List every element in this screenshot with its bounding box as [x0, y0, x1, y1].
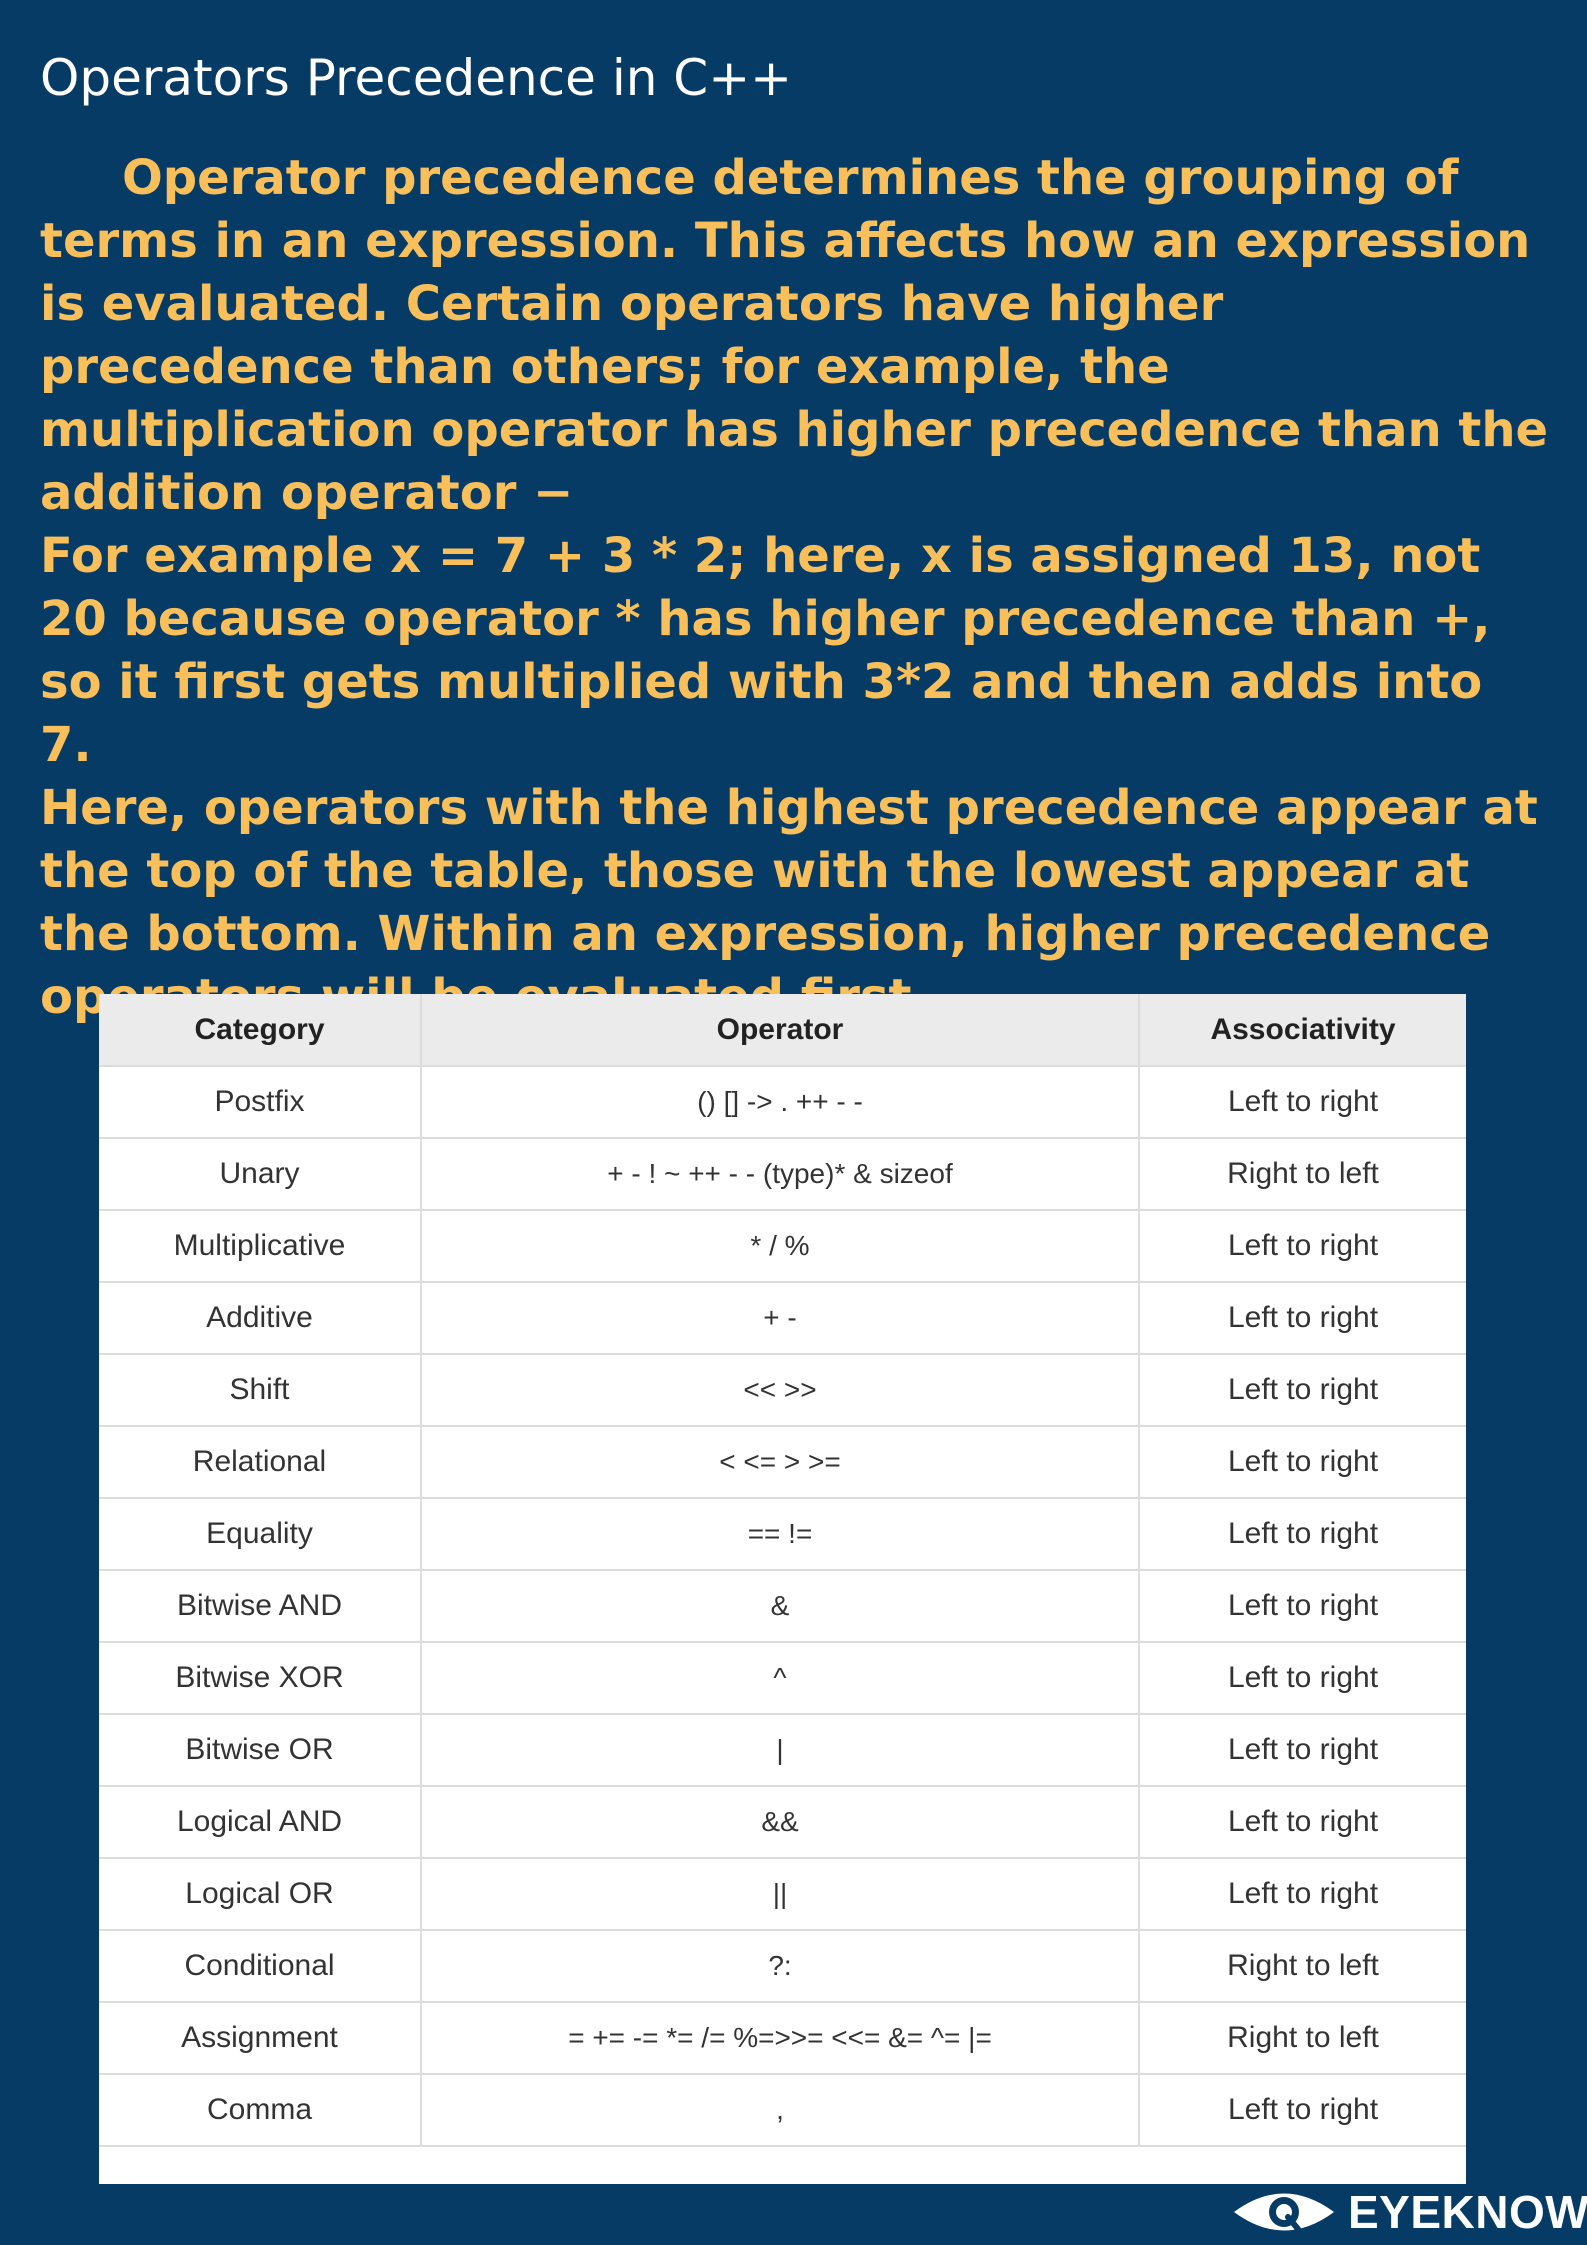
operator-cell: + - ! ~ ++ - - (type)* & sizeof — [420, 1137, 1140, 1211]
table-row: Multiplicative * / % Left to right — [99, 1209, 1466, 1283]
category-cell: Logical OR — [99, 1857, 422, 1931]
table-row: Comma , Left to right — [99, 2073, 1466, 2147]
header-associativity: Associativity — [1138, 994, 1466, 1067]
precedence-table: Category Operator Associativity Postfix … — [99, 994, 1466, 2147]
associativity-cell: Left to right — [1138, 1713, 1466, 1787]
operator-cell: | — [420, 1713, 1140, 1787]
associativity-cell: Left to right — [1138, 1065, 1466, 1139]
table-row: Bitwise OR | Left to right — [99, 1713, 1466, 1787]
associativity-cell: Right to left — [1138, 1137, 1466, 1211]
associativity-cell: Left to right — [1138, 1857, 1466, 1931]
category-cell: Bitwise XOR — [99, 1641, 422, 1715]
table-header-row: Category Operator Associativity — [99, 994, 1466, 1067]
brand-logo: EYEKNOW — [1232, 2184, 1587, 2240]
header-category: Category — [99, 994, 422, 1067]
table-row: Bitwise XOR ^ Left to right — [99, 1641, 1466, 1715]
operator-cell: << >> — [420, 1353, 1140, 1427]
category-cell: Additive — [99, 1281, 422, 1355]
category-cell: Logical AND — [99, 1785, 422, 1859]
associativity-cell: Right to left — [1138, 1929, 1466, 2003]
page-title: Operators Precedence in C++ — [40, 49, 793, 107]
table-row: Postfix () [] -> . ++ - - Left to right — [99, 1065, 1466, 1139]
table-row: Logical AND && Left to right — [99, 1785, 1466, 1859]
associativity-cell: Left to right — [1138, 2073, 1466, 2147]
category-cell: Postfix — [99, 1065, 422, 1139]
category-cell: Relational — [99, 1425, 422, 1499]
associativity-cell: Left to right — [1138, 1497, 1466, 1571]
table-row: Additive + - Left to right — [99, 1281, 1466, 1355]
brand-name: EYEKNOW — [1348, 2186, 1587, 2238]
associativity-cell: Left to right — [1138, 1281, 1466, 1355]
operator-cell: = += -= *= /= %=>>= <<= &= ^= |= — [420, 2001, 1140, 2075]
table-row: Bitwise AND & Left to right — [99, 1569, 1466, 1643]
header-operator: Operator — [420, 994, 1140, 1067]
table-row: Assignment = += -= *= /= %=>>= <<= &= ^=… — [99, 2001, 1466, 2075]
operator-cell: , — [420, 2073, 1140, 2147]
operator-cell: + - — [420, 1281, 1140, 1355]
table-note-paragraph: Here, operators with the highest precede… — [40, 780, 1538, 1025]
eye-logo-icon — [1234, 2193, 1334, 2232]
table-row: Logical OR || Left to right — [99, 1857, 1466, 1931]
associativity-cell: Right to left — [1138, 2001, 1466, 2075]
operator-cell: & — [420, 1569, 1140, 1643]
category-cell: Equality — [99, 1497, 422, 1571]
category-cell: Comma — [99, 2073, 422, 2147]
operator-cell: * / % — [420, 1209, 1140, 1283]
intro-paragraph: Operator precedence determines the group… — [40, 150, 1549, 521]
category-cell: Conditional — [99, 1929, 422, 2003]
category-cell: Bitwise OR — [99, 1713, 422, 1787]
category-cell: Multiplicative — [99, 1209, 422, 1283]
category-cell: Assignment — [99, 2001, 422, 2075]
example-paragraph: For example x = 7 + 3 * 2; here, x is as… — [40, 528, 1491, 773]
table-row: Equality == != Left to right — [99, 1497, 1466, 1571]
category-cell: Shift — [99, 1353, 422, 1427]
intro-text: Operator precedence determines the group… — [40, 147, 1550, 1029]
associativity-cell: Left to right — [1138, 1785, 1466, 1859]
operator-cell: ^ — [420, 1641, 1140, 1715]
operator-cell: < <= > >= — [420, 1425, 1140, 1499]
associativity-cell: Left to right — [1138, 1641, 1466, 1715]
associativity-cell: Left to right — [1138, 1425, 1466, 1499]
associativity-cell: Left to right — [1138, 1209, 1466, 1283]
operator-cell: && — [420, 1785, 1140, 1859]
category-cell: Unary — [99, 1137, 422, 1211]
category-cell: Bitwise AND — [99, 1569, 422, 1643]
table-row: Conditional ?: Right to left — [99, 1929, 1466, 2003]
operator-cell: () [] -> . ++ - - — [420, 1065, 1140, 1139]
precedence-table-container: Category Operator Associativity Postfix … — [99, 994, 1466, 2184]
table-row: Shift << >> Left to right — [99, 1353, 1466, 1427]
operator-cell: ?: — [420, 1929, 1140, 2003]
table-row: Unary + - ! ~ ++ - - (type)* & sizeof Ri… — [99, 1137, 1466, 1211]
operator-cell: || — [420, 1857, 1140, 1931]
operator-cell: == != — [420, 1497, 1140, 1571]
table-row: Relational < <= > >= Left to right — [99, 1425, 1466, 1499]
associativity-cell: Left to right — [1138, 1353, 1466, 1427]
associativity-cell: Left to right — [1138, 1569, 1466, 1643]
